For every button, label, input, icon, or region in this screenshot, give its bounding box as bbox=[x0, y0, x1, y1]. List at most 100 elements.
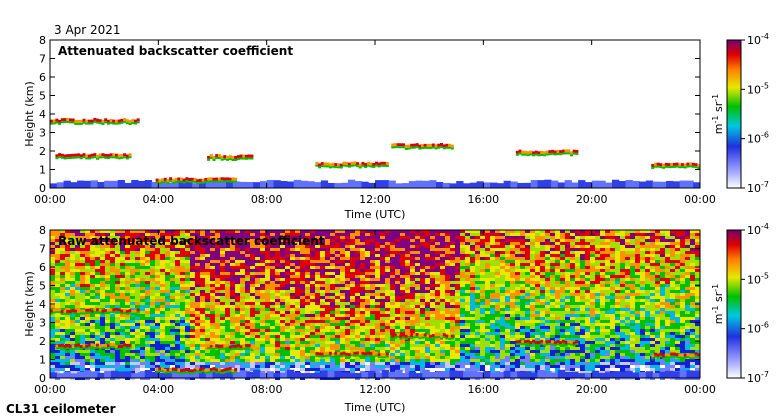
noise-cell bbox=[680, 233, 685, 236]
noise-cell bbox=[220, 269, 225, 272]
noise-cell bbox=[695, 230, 700, 233]
noise-cell bbox=[250, 263, 255, 266]
noise-cell bbox=[250, 317, 255, 320]
noise-cell bbox=[345, 242, 350, 245]
cloud-cell bbox=[163, 177, 167, 181]
noise-cell bbox=[280, 257, 285, 260]
noise-cell bbox=[475, 254, 480, 257]
noise-cell bbox=[620, 329, 625, 332]
cloud-edge-cell bbox=[545, 153, 549, 156]
noise-cell bbox=[330, 281, 335, 284]
noise-cell bbox=[680, 275, 685, 278]
noise-cell bbox=[70, 275, 75, 278]
noise-cell bbox=[175, 242, 180, 245]
noise-cell bbox=[605, 323, 610, 326]
noise-cell bbox=[285, 260, 290, 263]
cloud-cell bbox=[380, 161, 384, 165]
noise-cell bbox=[65, 245, 70, 248]
noise-cell bbox=[650, 233, 655, 236]
cloud-cell bbox=[58, 119, 62, 123]
noise-cell bbox=[595, 311, 600, 314]
noise-cell bbox=[465, 302, 470, 305]
noise-cell bbox=[345, 257, 350, 260]
noise-cell bbox=[635, 269, 640, 272]
noise-cell bbox=[185, 263, 190, 266]
noise-cell bbox=[95, 230, 100, 233]
noise-cell bbox=[355, 296, 360, 299]
noise-cell bbox=[120, 263, 125, 266]
noise-cell bbox=[225, 245, 230, 248]
noise-cell bbox=[530, 284, 535, 287]
noise-cell bbox=[295, 281, 300, 284]
noise-cell bbox=[675, 254, 680, 257]
noise-cell bbox=[685, 296, 690, 299]
noise-cell bbox=[655, 233, 660, 236]
noise-cell bbox=[595, 326, 600, 329]
noise-cell bbox=[370, 272, 375, 275]
noise-cell bbox=[445, 230, 450, 233]
noise-cell bbox=[250, 269, 255, 272]
noise-cell bbox=[610, 233, 615, 236]
noise-cell bbox=[470, 305, 475, 308]
noise-cell bbox=[505, 233, 510, 236]
noise-cell bbox=[165, 245, 170, 248]
noise-cell bbox=[385, 287, 390, 290]
noise-cell bbox=[220, 290, 225, 293]
noise-cell bbox=[145, 290, 150, 293]
noise-cell bbox=[115, 263, 120, 266]
noise-cell bbox=[160, 299, 165, 302]
cloud-edge-cell bbox=[391, 146, 395, 149]
noise-cell bbox=[485, 278, 490, 281]
noise-cell bbox=[305, 305, 310, 308]
noise-cell bbox=[65, 284, 70, 287]
noise-cell bbox=[155, 272, 160, 275]
cloud-edge-cell bbox=[71, 121, 75, 124]
noise-cell bbox=[110, 323, 115, 326]
noise-cell bbox=[360, 254, 365, 257]
noise-cell bbox=[315, 314, 320, 317]
noise-cell bbox=[280, 293, 285, 296]
noise-cell bbox=[145, 287, 150, 290]
noise-cell bbox=[450, 299, 455, 302]
noise-cell bbox=[555, 272, 560, 275]
noise-cell bbox=[570, 230, 575, 233]
noise-cell bbox=[210, 302, 215, 305]
noise-cell bbox=[605, 269, 610, 272]
y-tick-label: 5 bbox=[39, 90, 46, 103]
noise-cell bbox=[560, 245, 565, 248]
noise-cell bbox=[690, 296, 695, 299]
noise-cell bbox=[365, 248, 370, 251]
noise-cell bbox=[475, 251, 480, 254]
noise-cell bbox=[440, 269, 445, 272]
noise-cell bbox=[375, 260, 380, 263]
noise-cell bbox=[395, 266, 400, 269]
noise-cell bbox=[485, 233, 490, 236]
noise-cell bbox=[275, 239, 280, 242]
noise-cell bbox=[75, 245, 80, 248]
noise-cell bbox=[100, 320, 105, 323]
cloud-cell bbox=[667, 163, 671, 167]
noise-cell bbox=[620, 233, 625, 236]
cloud-edge-cell bbox=[245, 157, 249, 160]
noise-cell bbox=[645, 230, 650, 233]
noise-cell bbox=[580, 296, 585, 299]
noise-cell bbox=[560, 314, 565, 317]
noise-cell bbox=[510, 257, 515, 260]
noise-cell bbox=[260, 326, 265, 329]
noise-cell bbox=[290, 293, 295, 296]
noise-cell bbox=[600, 296, 605, 299]
noise-cell bbox=[355, 260, 360, 263]
noise-cell bbox=[360, 317, 365, 320]
noise-cell bbox=[270, 308, 275, 311]
noise-cell bbox=[220, 287, 225, 290]
noise-cell bbox=[530, 230, 535, 233]
noise-cell bbox=[665, 236, 670, 239]
noise-cell bbox=[425, 275, 430, 278]
noise-cell bbox=[630, 311, 635, 314]
noise-cell bbox=[610, 284, 615, 287]
noise-cell bbox=[465, 266, 470, 269]
noise-cell bbox=[355, 275, 360, 278]
noise-cell bbox=[110, 278, 115, 281]
noise-cell bbox=[230, 251, 235, 254]
noise-cell bbox=[650, 236, 655, 239]
